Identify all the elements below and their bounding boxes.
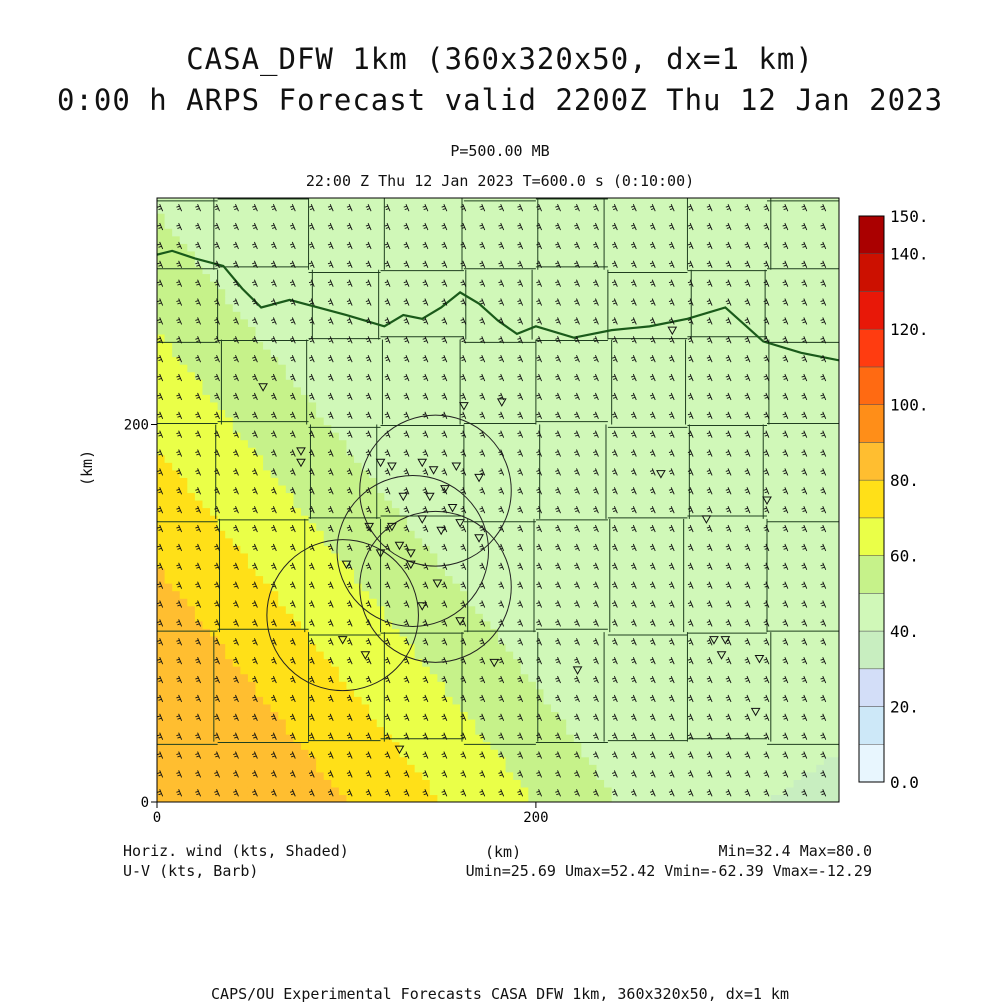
colorbar-swatch xyxy=(859,631,884,669)
vector-label: U-V (kts, Barb) xyxy=(123,862,258,880)
y-axis-label: (km) xyxy=(78,450,96,486)
x-tick-label: 0 xyxy=(153,810,161,826)
colorbar-swatch xyxy=(859,669,884,707)
colorbar-swatch xyxy=(859,518,884,556)
colorbar-swatch xyxy=(859,744,884,782)
colorbar: 0.0 20. 40. 60. 80. 100. 120. 140. 150. xyxy=(859,207,929,792)
field-label: Horiz. wind (kts, Shaded) xyxy=(123,842,349,860)
colorbar-label: 80. xyxy=(890,471,919,490)
colorbar-swatch xyxy=(859,442,884,480)
colorbar-swatch xyxy=(859,593,884,631)
colorbar-swatch xyxy=(859,216,884,254)
colorbar-swatch xyxy=(859,291,884,329)
colorbar-label: 20. xyxy=(890,698,919,717)
y-tick-label: 0 xyxy=(141,795,149,811)
colorbar-swatch xyxy=(859,405,884,443)
colorbar-label: 140. xyxy=(890,245,929,264)
x-axis-label: (km) xyxy=(485,843,521,861)
y-tick-label: 200 xyxy=(124,418,149,434)
min-max-stats: Min=32.4 Max=80.0 xyxy=(718,842,872,860)
colorbar-swatch xyxy=(859,707,884,745)
uv-stats: Umin=25.69 Umax=52.42 Vmin=-62.39 Vmax=-… xyxy=(466,862,872,880)
colorbar-label: 100. xyxy=(890,396,929,415)
colorbar-swatch xyxy=(859,254,884,292)
colorbar-label: 40. xyxy=(890,622,919,641)
x-tick-label: 200 xyxy=(523,810,548,826)
colorbar-swatch xyxy=(859,556,884,594)
colorbar-label: 150. xyxy=(890,207,929,226)
colorbar-label: 120. xyxy=(890,320,929,339)
colorbar-swatch xyxy=(859,329,884,367)
colorbar-swatch xyxy=(859,480,884,518)
credit-line: CAPS/OU Experimental Forecasts CASA DFW … xyxy=(0,985,1000,1003)
colorbar-label: 60. xyxy=(890,547,919,566)
colorbar-label: 0.0 xyxy=(890,773,919,792)
wind-speed-field xyxy=(157,198,840,803)
colorbar-swatch xyxy=(859,367,884,405)
